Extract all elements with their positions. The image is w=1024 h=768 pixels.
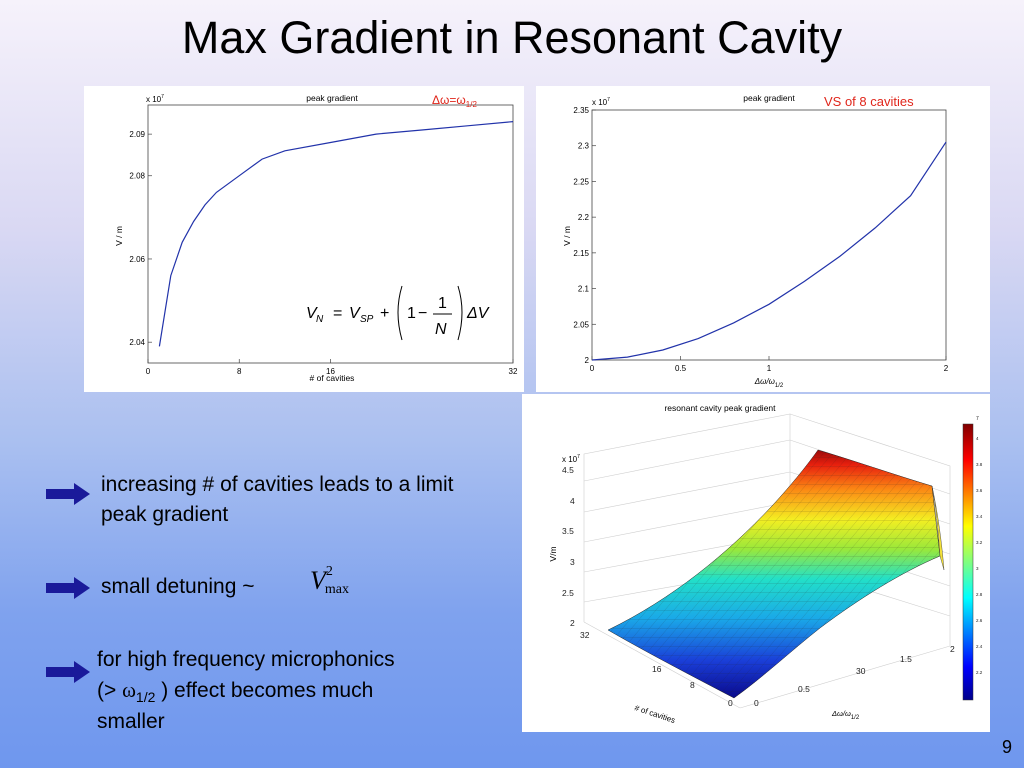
chart1-xtick-label: 8 [237,367,242,376]
page-number: 9 [1001,737,1012,757]
chart3-colorbar-tick: 2.8 [976,592,983,597]
chart1-title: peak gradient [306,93,358,103]
chart1-xtick-label: 0 [146,367,151,376]
chart3-colorbar-tick: 2.4 [976,644,983,649]
chart3-colorbar-tick: 3.2 [976,540,983,545]
chart1-ytick-label: 2.09 [129,130,145,139]
svg-text:32: 32 [580,630,590,640]
chart2-ytick-label: 2.1 [578,285,590,294]
chart3-surface-edge [931,485,945,571]
chart3-x-ticks: 0 0.5 30 1.5 2 [754,644,955,708]
chart-peak-gradient-vs-cavities: 2.04 2.06 2.08 2.09 0 8 16 32 x 107 peak gradi… [84,86,524,392]
svg-text:+: + [380,305,389,322]
svg-text:0: 0 [754,698,759,708]
chart1-xtick-label: 16 [326,367,335,376]
svg-text:2: 2 [950,644,955,654]
chart2-ylabel: V / m [562,226,572,246]
chart1-annotation: Δω=ω1/2 [432,93,477,109]
chart1-svg: 2.04 2.06 2.08 2.09 0 8 16 32 x 107 peak gradi… [114,93,518,383]
chart3-colorbar-tick: 3.6 [976,488,983,493]
bullet-arrow-icon [46,661,90,683]
chart3-colorbar-tick: 3 [976,566,979,571]
svg-text:1.5: 1.5 [900,654,912,664]
chart3-xlabel: Δω/ω1/2 [831,709,860,721]
chart2-ytick-label: 2.05 [573,320,589,329]
chart1-xtick-label: 32 [509,367,518,376]
svg-text:V: V [306,305,318,322]
chart3-colorbar-tick: 3.8 [976,462,983,467]
svg-text:2.5: 2.5 [562,588,574,598]
svg-text:0.5: 0.5 [798,684,810,694]
chart1-ytick-label: 2.06 [129,255,145,264]
chart3-colorbar-ticks: 4 3.8 3.6 3.4 3.2 3 2.8 2.6 2.4 2.2 [976,436,983,675]
chart2-svg: 22.052.12.152.22.252.32.35 0 0.5 1 2 x 107 … [562,93,949,389]
chart2-ytick-label: 2.25 [573,177,589,186]
chart2-ytick-label: 2 [585,356,590,365]
bullet-small-detuning: small detuning ~ [101,575,255,598]
chart2-xtick-label: 1 [767,364,772,373]
chart1-xlabel: # of cavities [310,373,355,383]
chart3-title: resonant cavity peak gradient [664,403,776,413]
chart2-ytick-label: 2.15 [573,249,589,258]
bullet-high-frequency-microphonics: for high frequency microphonics (> ω1/2 … [97,648,395,733]
chart1-series-line [158,121,514,347]
chart3-surface-mesh [608,450,940,698]
svg-text:4: 4 [570,496,575,506]
chart1-formula: V N = V SP + 1 − 1 N ΔV [306,285,490,341]
svg-text:=: = [333,305,342,322]
svg-text:2: 2 [570,618,575,628]
svg-text:V: V [349,305,361,322]
chart3-y-ticks: 32 16 8 0 [580,630,733,708]
chart1-ytick-label: 2.08 [129,172,145,181]
slide-title: Max Gradient in Resonant Cavity [181,12,843,63]
chart2-xtick-label: 0 [590,364,595,373]
chart3-z-multiplier: x 107 [562,454,580,464]
chart3-colorbar [962,423,974,701]
chart1-frame [147,104,514,364]
svg-text:16: 16 [652,664,662,674]
svg-text:−: − [418,305,427,322]
svg-text:3.5: 3.5 [562,526,574,536]
chart3-zlabel: V/m [548,546,558,561]
svg-text:3: 3 [570,557,575,567]
chart2-xtick-label: 2 [944,364,949,373]
chart2-ytick-label: 2.3 [578,142,590,151]
svg-text:SP: SP [360,314,374,325]
svg-text:4.5: 4.5 [562,465,574,475]
chart2-xtick-label: 0.5 [675,364,687,373]
svg-text:8: 8 [690,680,695,690]
vmax-formula: V2max [310,564,349,597]
chart3-colorbar-tick: 2.6 [976,618,983,623]
chart2-ytick-label: 2.2 [578,213,590,222]
svg-text:1: 1 [407,305,416,322]
chart-peak-gradient-vs-detuning: 2 2.05 2.1 2.15 2.2 2.25 2.3 2.35 0 0.5 1 2 x 107 … [536,86,990,392]
chart3-colorbar-tick: 2.2 [976,670,983,675]
chart1-ylabel: V / m [114,226,124,246]
chart2-title: peak gradient [743,93,795,103]
chart2-y-multiplier: x 107 [592,97,610,107]
svg-text:1: 1 [438,295,447,312]
chart3-z-ticks: 4.5 4 3.5 3 2.5 2 [562,465,575,628]
svg-text:N: N [435,321,447,338]
svg-text:0: 0 [728,698,733,708]
chart2-xlabel: Δω/ω1/2 [754,377,784,389]
chart1-ytick-label: 2.04 [129,338,145,347]
bullet-arrow-icon [46,577,90,599]
bullet-limit-peak-gradient: increasing # of cavities leads to a limi… [101,473,454,526]
chart3-ylabel: # of cavities [633,703,676,725]
chart2-frame [591,109,947,361]
chart3-colorbar-exp: 7 [976,416,979,422]
svg-text:N: N [316,314,324,325]
chart3-colorbar-tick: 4 [976,436,979,441]
chart-resonant-cavity-surface: resonant cavity peak gradient 4.5 4 3.5 [522,394,990,732]
chart2-ytick-label: 2.35 [573,106,589,115]
chart3-colorbar-tick: 3.4 [976,514,983,519]
svg-text:30: 30 [856,666,866,676]
chart3-svg: resonant cavity peak gradient 4.5 4 3.5 [548,403,983,725]
chart1-y-multiplier: x 107 [146,94,164,104]
svg-text:ΔV: ΔV [466,305,490,322]
bullet-arrow-icon [46,483,90,505]
chart2-annotation: VS of 8 cavities [824,94,914,109]
chart2-series-line [591,141,947,361]
